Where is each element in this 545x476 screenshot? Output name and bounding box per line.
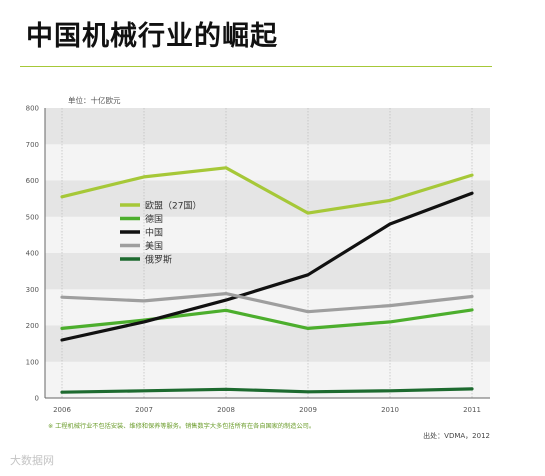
series-line-2 [60, 191, 474, 342]
y-tick-800: 800 [26, 105, 39, 113]
x-tick-2009: 2009 [299, 406, 317, 414]
legend-label-2: 中国 [145, 227, 163, 239]
series-lines [60, 166, 474, 394]
y-tick-500: 500 [26, 213, 39, 221]
x-tick-2010: 2010 [381, 406, 399, 414]
y-tick-300: 300 [26, 286, 39, 294]
background-bands [45, 108, 490, 398]
band-7 [45, 108, 490, 145]
y-tick-400: 400 [26, 250, 39, 258]
title-divider [20, 66, 492, 67]
page-title: 中国机械行业的崛起 [26, 21, 278, 52]
footnote: ※ 工程机械行业不包括安装、维修和保养等服务。销售数字大多包括所有在各自国家的制… [48, 422, 315, 430]
y-tick-0: 0 [35, 395, 39, 403]
band-1 [45, 325, 490, 362]
y-tick-200: 200 [26, 322, 39, 330]
series-line-0 [60, 166, 474, 215]
source-label: 出处：VDMA，2012 [423, 431, 490, 440]
x-tick-2006: 2006 [53, 406, 71, 414]
x-tick-labels: 2006 2007 2008 2009 2010 2011 [53, 406, 481, 414]
x-tick-2008: 2008 [217, 406, 235, 414]
y-tick-600: 600 [26, 177, 39, 185]
x-tick-2007: 2007 [135, 406, 153, 414]
vertical-gridlines [61, 108, 473, 398]
series-line-3 [60, 292, 474, 314]
unit-label: 单位：十亿欧元 [68, 95, 121, 105]
y-tick-labels: 0 100 200 300 400 500 600 700 800 [26, 105, 39, 403]
y-tick-700: 700 [26, 141, 39, 149]
y-tick-100: 100 [26, 358, 39, 366]
x-tick-2011: 2011 [463, 406, 481, 414]
legend-label-0: 欧盟（27国） [145, 200, 201, 212]
band-3 [45, 253, 490, 290]
legend-label-1: 德国 [145, 213, 163, 225]
legend-label-4: 俄罗斯 [145, 254, 172, 266]
series-line-4 [60, 387, 474, 394]
series-line-1 [60, 308, 474, 330]
watermark: 大数据网 [10, 454, 54, 467]
legend-label-3: 美国 [145, 240, 163, 252]
axes [44, 108, 490, 399]
band-5 [45, 180, 490, 217]
